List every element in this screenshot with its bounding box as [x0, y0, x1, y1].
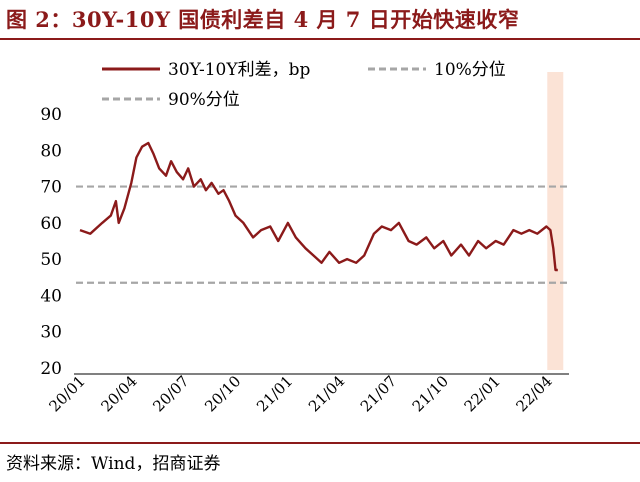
- legend-label: 10%分位: [434, 60, 506, 80]
- x-tick-label: 21/01: [253, 372, 296, 415]
- legend-label: 30Y-10Y利差，bp: [168, 60, 310, 80]
- source-note: 资料来源：Wind，招商证券: [6, 454, 221, 474]
- y-tick-label: 90: [40, 105, 62, 125]
- title-rule: [0, 38, 640, 40]
- x-tick-label: 21/07: [357, 372, 400, 415]
- spread-line: [79, 141, 558, 272]
- y-tick-label: 30: [40, 323, 62, 343]
- x-tick-label: 21/04: [305, 372, 348, 415]
- highlight-band: [547, 72, 564, 370]
- x-tick-label: 20/10: [201, 372, 244, 415]
- y-tick-label: 40: [40, 286, 62, 306]
- y-tick-label: 70: [40, 178, 62, 198]
- x-tick-label: 20/07: [149, 372, 192, 415]
- x-tick-label: 22/01: [461, 372, 504, 415]
- figure-title: 图 2：30Y-10Y 国债利差自 4 月 7 日开始快速收窄: [6, 7, 520, 32]
- y-tick-label: 50: [40, 250, 62, 270]
- y-tick-label: 60: [40, 214, 62, 234]
- x-tick-label: 20/04: [97, 372, 140, 415]
- x-tick-label: 22/04: [513, 372, 556, 415]
- y-tick-label: 80: [40, 141, 62, 161]
- x-tick-label: 21/10: [409, 372, 452, 415]
- y-tick-label: 20: [40, 359, 62, 379]
- source-rule: [0, 442, 640, 444]
- legend-label: 90%分位: [168, 90, 240, 110]
